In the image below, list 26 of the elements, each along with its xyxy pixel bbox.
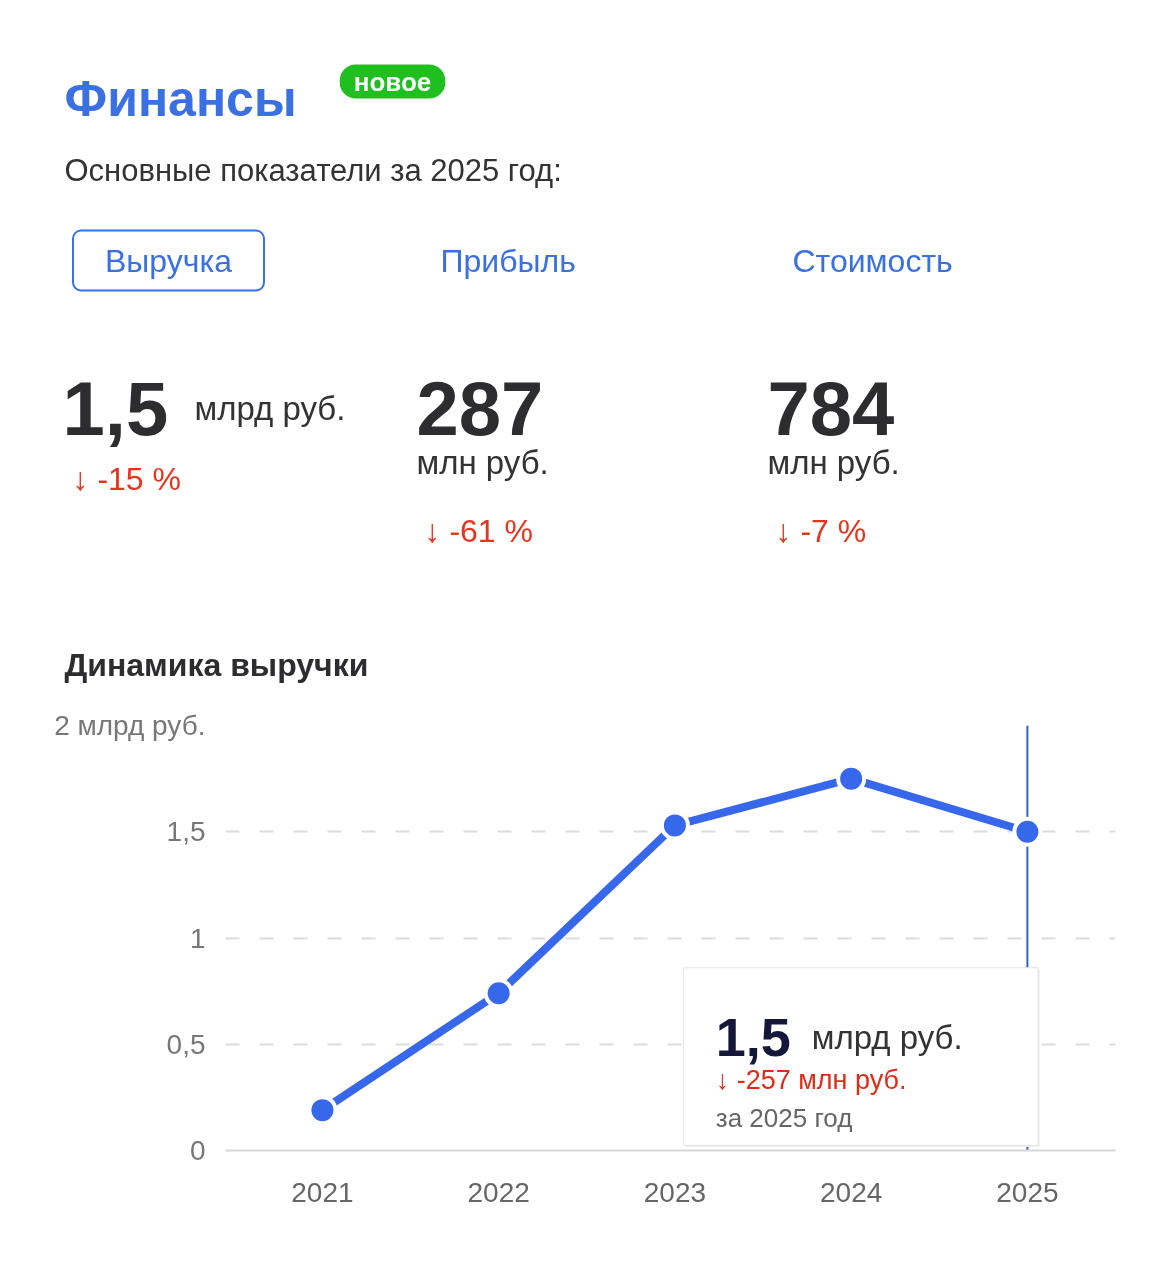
x-tick-label: 2022: [467, 1176, 530, 1208]
y-tick-label: 0: [189, 1135, 206, 1166]
point: [1012, 816, 1043, 847]
annotation: за 2025 год: [715, 1102, 853, 1133]
text: Прибыль: [440, 242, 576, 279]
text: Выручка: [105, 242, 233, 279]
text: Основные показатели за 2025 год:: [64, 153, 562, 188]
text: млрд руб.: [194, 390, 346, 427]
x-tick-label: 2025: [996, 1176, 1059, 1208]
text: млн руб.: [416, 444, 549, 481]
text: новое: [353, 66, 432, 97]
y-tick-label: 1,5: [166, 816, 206, 848]
chart-title: Динамика выручки: [64, 647, 369, 683]
text: Финансы: [64, 70, 297, 127]
x-tick-label: 2024: [820, 1176, 883, 1208]
y-tick-label: 2 млрд руб.: [54, 710, 206, 741]
text: ↓ -61 %: [424, 512, 533, 549]
text: Стоимость: [792, 242, 953, 279]
y-tick-label: 0,5: [166, 1028, 206, 1060]
text: ↓ -7 %: [775, 512, 867, 549]
text: ↓ -15 %: [72, 460, 181, 497]
text: млн руб.: [767, 444, 900, 481]
x-tick-label: 2021: [291, 1176, 354, 1208]
annotation: млрд руб.: [811, 1019, 963, 1057]
y-tick-label: 1: [189, 922, 206, 954]
x-tick-label: 2023: [643, 1176, 707, 1208]
